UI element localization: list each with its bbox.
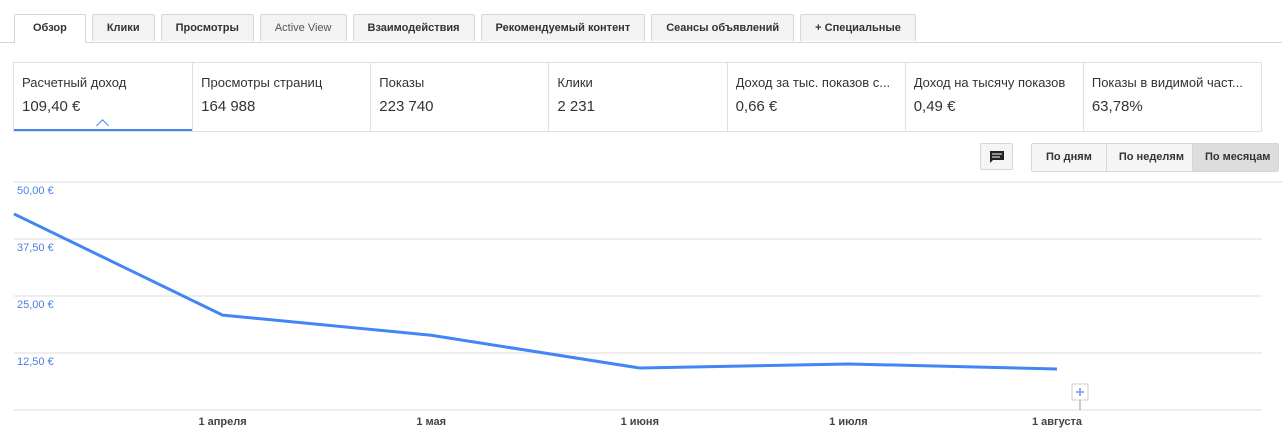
metric-value: 109,40 € — [22, 98, 81, 115]
tab[interactable]: + Специальные — [800, 14, 916, 41]
period-toggle: По дням По неделям По месяцам — [1031, 143, 1280, 172]
metric-label: Доход за тыс. показов с... — [735, 75, 891, 90]
tab[interactable]: Клики — [91, 14, 155, 41]
x-tick-label: 1 апреля — [199, 416, 247, 428]
metric-card[interactable]: Показы в видимой част... 63,78% — [1082, 63, 1261, 131]
metric-label: Доход на тысячу показов — [913, 75, 1066, 90]
period-button[interactable]: По месяцам — [1191, 144, 1279, 171]
tab[interactable]: Рекомендуемый контент — [480, 14, 646, 41]
tabs: Обзор Клики Просмотры Active View Взаимодейс… — [14, 14, 916, 43]
period-button[interactable]: По неделям — [1105, 144, 1192, 171]
x-tick-label: 1 июня — [621, 416, 659, 428]
metric-card[interactable]: Показы 223 740 — [370, 63, 548, 131]
tab[interactable]: Сеансы объявлений — [651, 14, 795, 41]
tab[interactable]: Взаимодействия — [352, 14, 475, 41]
y-tick-label: 37,50 € — [17, 242, 54, 254]
metric-label: Показы — [379, 75, 425, 90]
metric-label: Клики — [557, 75, 593, 90]
tab[interactable]: Обзор — [14, 14, 86, 43]
metric-label: Показы в видимой част... — [1091, 75, 1243, 90]
y-tick-label: 50,00 € — [17, 185, 54, 197]
x-tick-label: 1 августа — [1032, 416, 1083, 428]
y-tick-label: 25,00 € — [17, 299, 54, 311]
selected-notch — [96, 119, 109, 129]
comment-icon — [990, 151, 1004, 163]
metric-card[interactable]: Доход на тысячу показов 0,49 € — [904, 63, 1083, 131]
data-line — [13, 212, 1058, 371]
x-tick-label: 1 июля — [829, 416, 867, 428]
metric-card[interactable]: Расчетный доход 109,40 € — [14, 63, 193, 131]
x-tick-label: 1 мая — [416, 416, 446, 428]
metric-cards: Расчетный доход 109,40 € Просмотры страниц… — [13, 62, 1262, 132]
metric-label: Расчетный доход — [22, 75, 127, 90]
tab[interactable]: Active View — [259, 14, 347, 41]
metric-card[interactable]: Просмотры страниц 164 988 — [192, 63, 370, 131]
metric-value: 223 740 — [379, 98, 434, 115]
annotation-plus — [1076, 388, 1084, 396]
metric-card[interactable]: Доход за тыс. показов с... 0,66 € — [726, 63, 905, 131]
metric-value: 63,78% — [1091, 98, 1143, 115]
y-tick-label: 12,50 € — [17, 356, 54, 368]
metric-value: 0,66 € — [735, 98, 778, 115]
tab-divider — [0, 42, 1282, 43]
metric-value: 164 988 — [201, 98, 256, 115]
metric-label: Просмотры страниц — [201, 75, 323, 90]
comment-button[interactable] — [980, 143, 1013, 170]
metric-value: 0,49 € — [913, 98, 956, 115]
annotation-icon — [1071, 383, 1089, 410]
period-button[interactable]: По дням — [1032, 144, 1106, 171]
metric-card[interactable]: Клики 2 231 — [548, 63, 726, 131]
tab[interactable]: Просмотры — [160, 14, 254, 41]
metric-value: 2 231 — [557, 98, 595, 115]
